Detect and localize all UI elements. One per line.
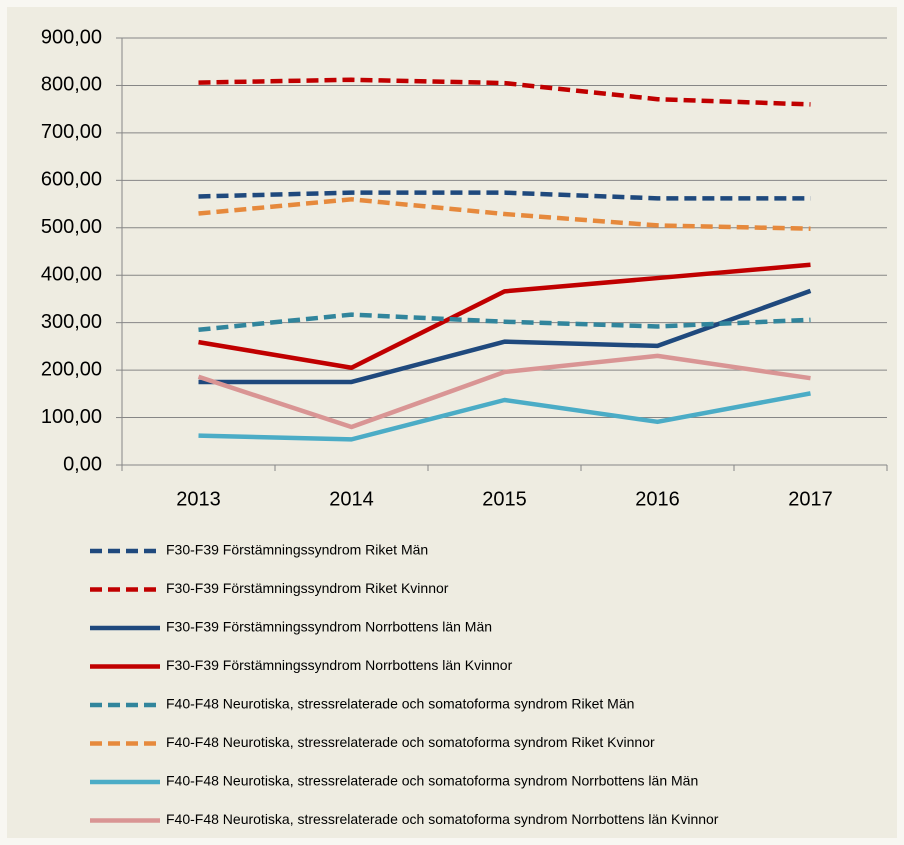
- y-tick-label: 700,00: [41, 121, 102, 143]
- legend-label: F30-F39 Förstämningssyndrom Norrbottens …: [166, 619, 492, 635]
- y-tick-label: 600,00: [41, 169, 102, 191]
- y-tick-label: 500,00: [41, 216, 102, 238]
- data-line: [198, 262, 811, 370]
- legend-label: F40-F48 Neurotiska, stressrelaterade och…: [166, 773, 698, 789]
- x-tick-label: 2017: [788, 488, 833, 510]
- y-tick-label: 400,00: [41, 264, 102, 286]
- x-tick-label: 2014: [329, 488, 374, 510]
- legend-label: F30-F39 Förstämningssyndrom Riket Kvinno…: [166, 580, 449, 596]
- data-line: [198, 312, 811, 333]
- data-line: [198, 288, 812, 385]
- data-line: [198, 391, 811, 442]
- data-line: [197, 353, 811, 430]
- data-line: [198, 77, 811, 107]
- y-tick-label: 800,00: [41, 74, 102, 96]
- legend-label: F30-F39 Förstämningssyndrom Riket Män: [166, 542, 428, 558]
- y-tick-label: 900,00: [41, 26, 102, 48]
- y-tick-label: 100,00: [41, 406, 102, 428]
- legend-label: F40-F48 Neurotiska, stressrelaterade och…: [166, 696, 634, 712]
- legend-label: F40-F48 Neurotiska, stressrelaterade och…: [166, 734, 655, 750]
- y-tick-label: 200,00: [41, 358, 102, 380]
- legend-label: F40-F48 Neurotiska, stressrelaterade och…: [166, 811, 719, 827]
- data-line: [198, 197, 811, 231]
- legend-label: F30-F39 Förstämningssyndrom Norrbottens …: [166, 657, 513, 673]
- y-tick-label: 300,00: [41, 311, 102, 333]
- y-tick-label: 0,00: [63, 453, 102, 475]
- background: [7, 7, 897, 838]
- x-tick-label: 2015: [482, 488, 527, 510]
- data-line: [198, 190, 811, 201]
- x-tick-label: 2016: [635, 488, 680, 510]
- x-tick-label: 2013: [176, 488, 221, 510]
